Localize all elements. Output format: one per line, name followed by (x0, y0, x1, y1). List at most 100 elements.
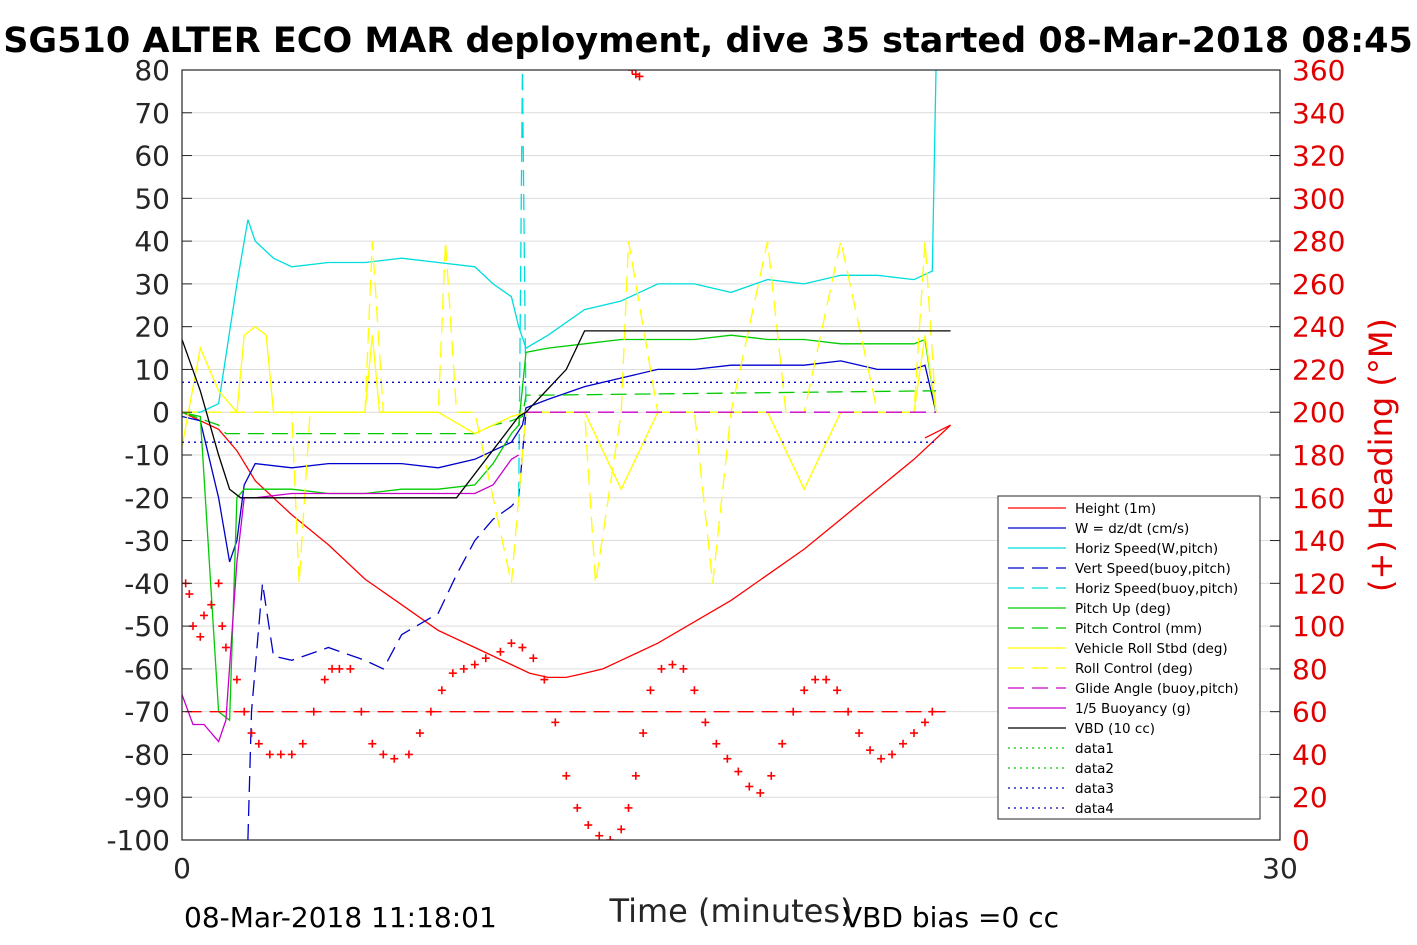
heading-point (426, 707, 435, 716)
heading-point (481, 654, 490, 663)
heading-point (657, 664, 666, 673)
heading-point (254, 739, 263, 748)
series-line-2 (182, 70, 937, 413)
legend-entry: Horiz Speed(buoy,pitch) (1075, 581, 1238, 597)
heading-point (833, 686, 842, 695)
y-right-tick-label: 300 (1292, 182, 1345, 215)
chart-title: SG510 ALTER ECO MAR deployment, dive 35 … (3, 21, 1413, 61)
y-right-tick-label: 80 (1292, 653, 1328, 686)
legend-entry: Glide Angle (buoy,pitch) (1075, 681, 1239, 697)
legend-entry: Pitch Up (deg) (1075, 601, 1171, 617)
series-line-10 (182, 454, 520, 743)
heading-point (404, 750, 413, 759)
heading-point (617, 825, 626, 834)
y-tick-label: -60 (124, 653, 170, 686)
legend-entry: data3 (1075, 781, 1114, 797)
series-line-6 (182, 390, 937, 435)
heading-point (745, 782, 754, 791)
series-line-4 (518, 70, 527, 498)
heading-point (368, 739, 377, 748)
heading-point (573, 803, 582, 812)
y-tick-label: -70 (124, 696, 170, 729)
heading-point (276, 750, 285, 759)
legend-box (997, 495, 1261, 820)
series-line-5 (182, 334, 937, 722)
heading-point (265, 750, 274, 759)
y-right-tick-label: 200 (1292, 396, 1345, 429)
heading-point (346, 664, 355, 673)
heading-point (328, 664, 337, 673)
y-axis-left: 80 70 60 50 40 30 20 10 0 -10 -20 -30 -40 -50 -60 -70 -8… (106, 54, 192, 857)
heading-point (756, 788, 765, 797)
heading-point (240, 707, 249, 716)
heading-point (232, 675, 241, 684)
y-right-tick-label: 120 (1292, 567, 1345, 600)
heading-point (496, 647, 505, 656)
heading-point (767, 771, 776, 780)
x-axis-label: Time (minutes) (609, 892, 853, 930)
heading-point (800, 686, 809, 695)
x-tick-label: 0 (173, 852, 191, 885)
heading-point (701, 718, 710, 727)
legend-entry: data2 (1075, 761, 1114, 777)
heading-point (507, 639, 516, 648)
heading-point (679, 664, 688, 673)
heading-point (723, 754, 732, 763)
y-tick-label: -30 (124, 525, 170, 558)
heading-point (899, 739, 908, 748)
series-line-11 (182, 330, 951, 499)
legend: Height (1m) W = dz/dt (cm/s) Horiz Speed(W… (997, 495, 1261, 820)
y-tick-label: 40 (134, 225, 170, 258)
heading-point (928, 707, 937, 716)
series-line-3 (247, 412, 527, 840)
series-line-0 (182, 411, 952, 679)
legend-entry: data4 (1075, 801, 1114, 817)
legend-entry: data1 (1075, 741, 1114, 757)
heading-point (309, 707, 318, 716)
y-tick-label: 50 (134, 182, 170, 215)
heading-point (199, 611, 208, 620)
heading-point (635, 72, 644, 81)
heading-point (646, 686, 655, 695)
heading-point (218, 622, 227, 631)
heading-point (822, 675, 831, 684)
series-line-1 (182, 360, 937, 563)
legend-entry: Height (1m) (1075, 501, 1156, 517)
heading-point (320, 675, 329, 684)
y-right-tick-label: 220 (1292, 353, 1345, 386)
heading-point (459, 664, 468, 673)
y-right-tick-label: 340 (1292, 97, 1345, 130)
heading-point (734, 767, 743, 776)
heading-point (910, 729, 918, 738)
heading-point (529, 654, 538, 663)
y-tick-label: -80 (124, 738, 170, 771)
y-tick-label: 20 (134, 311, 170, 344)
heading-point (920, 718, 929, 727)
heading-point (415, 729, 424, 738)
heading-point (390, 754, 399, 763)
legend-entry: VBD (10 cc) (1075, 721, 1155, 737)
y-tick-label: -100 (106, 824, 170, 857)
y-right-tick-label: 40 (1292, 738, 1328, 771)
heading-point (247, 729, 256, 738)
heading-point (221, 643, 230, 652)
heading-point (844, 707, 853, 716)
heading-point (448, 669, 457, 678)
y-axis-right-label: (+) Heading (°M) (1362, 318, 1400, 592)
y-right-tick-label: 360 (1292, 54, 1345, 87)
y-tick-label: 70 (134, 97, 170, 130)
y-right-tick-label: 280 (1292, 225, 1345, 258)
heading-point (811, 675, 820, 684)
y-tick-label: -50 (124, 610, 170, 643)
y-right-tick-label: 180 (1292, 439, 1345, 472)
heading-point (379, 750, 388, 759)
y-right-tick-label: 160 (1292, 482, 1345, 515)
y-tick-label: -10 (124, 439, 170, 472)
y-tick-label: -20 (124, 482, 170, 515)
heading-point (196, 632, 205, 641)
y-right-tick-label: 100 (1292, 610, 1345, 643)
heading-point (624, 803, 633, 812)
legend-entry: 1/5 Buoyancy (g) (1075, 701, 1191, 717)
y-tick-label: -90 (124, 781, 170, 814)
